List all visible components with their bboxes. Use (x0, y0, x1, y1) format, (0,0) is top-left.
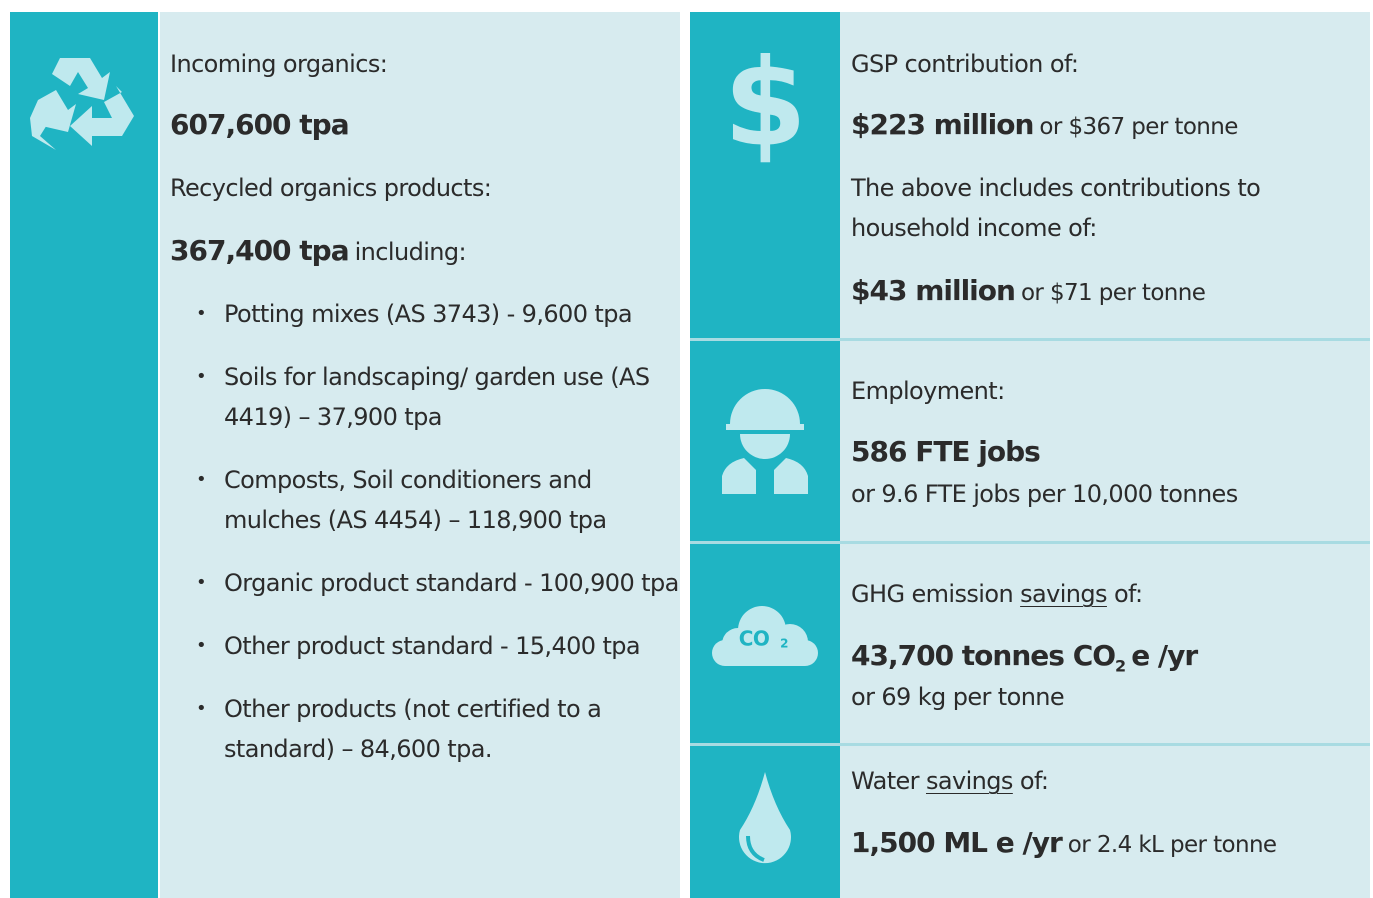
ghg-value: 43,700 tonnes CO (851, 639, 1116, 672)
co2-label: CO (739, 627, 769, 651)
gsp-value2: $43 million (851, 274, 1016, 307)
dollar-symbol: $ (724, 40, 807, 170)
ghg-label-end: of: (1113, 580, 1143, 608)
product-item: Organic product standard - 100,900 tpa (196, 563, 694, 603)
water-label-end: of: (1019, 767, 1049, 795)
recycled-heading: Recycled organics products: (170, 174, 492, 202)
row-separator (690, 541, 1370, 544)
ghg-label-link: savings (1020, 580, 1107, 608)
recycled-value: 367,400 tpa (170, 234, 350, 267)
employment-label: Employment: (851, 377, 1005, 405)
incoming-value: 607,600 tpa (170, 108, 350, 141)
ghg-value-line: 43,700 tonnes CO2 e /yr (851, 636, 1198, 687)
right-panel (840, 12, 1370, 898)
water-label-start: Water (851, 767, 920, 795)
ghg-value-sub: 2 (1115, 656, 1126, 676)
left-icon-column (10, 12, 158, 898)
row-separator (690, 338, 1370, 341)
recycle-icon (30, 58, 134, 150)
gsp-value: $223 million (851, 108, 1034, 141)
gsp-line2: $43 million or $71 per tonne (851, 271, 1206, 313)
cloud-icon: CO 2 (712, 606, 818, 666)
incoming-heading: Incoming organics: (170, 50, 388, 78)
water-line: 1,500 ML e /yr or 2.4 kL per tonne (851, 823, 1277, 865)
product-item: Other products (not certified to a stand… (196, 689, 694, 769)
water-value: 1,500 ML e /yr (851, 826, 1063, 859)
product-item: Potting mixes (AS 3743) - 9,600 tpa (196, 294, 694, 334)
employment-value: 586 FTE jobs (851, 435, 1041, 468)
water-drop-icon (739, 772, 791, 864)
ghg-label-start: GHG emission (851, 580, 1014, 608)
gsp-note: The above includes contributions to hous… (851, 174, 1261, 242)
ghg-sub: or 69 kg per tonne (851, 683, 1065, 711)
row-separator (690, 743, 1370, 746)
gsp-label: GSP contribution of: (851, 50, 1079, 78)
water-suffix: or 2.4 kL per tonne (1067, 832, 1277, 858)
water-label: Water savings of: (851, 761, 1049, 801)
recycled-line: 367,400 tpa including: (170, 231, 467, 272)
ghg-value-end: e /yr (1131, 639, 1198, 672)
dollar-icon: $ (724, 40, 808, 170)
product-item: Other product standard - 15,400 tpa (196, 626, 694, 666)
product-item: Soils for landscaping/ garden use (AS 44… (196, 357, 694, 437)
product-item: Composts, Soil conditioners and mulches … (196, 460, 694, 540)
product-list: Potting mixes (AS 3743) - 9,600 tpa Soil… (172, 294, 694, 792)
gsp-suffix: or $367 per tonne (1039, 114, 1238, 140)
water-label-link: savings (925, 767, 1013, 795)
worker-icon (722, 389, 808, 494)
ghg-label: GHG emission savings of: (851, 574, 1143, 614)
employment-sub: or 9.6 FTE jobs per 10,000 tonnes (851, 480, 1238, 508)
co2-subscript: 2 (780, 637, 788, 651)
gsp-suffix2: or $71 per tonne (1020, 280, 1206, 306)
recycled-suffix: including: (354, 238, 467, 266)
gsp-line: $223 million or $367 per tonne (851, 105, 1238, 147)
